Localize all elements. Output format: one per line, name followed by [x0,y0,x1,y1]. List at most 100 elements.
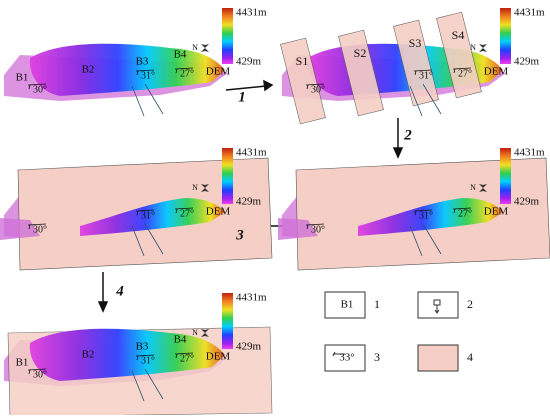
strip [280,37,326,125]
dem-label: DEM [484,206,509,218]
dip-symbol [413,69,433,76]
north-arrow [479,44,487,52]
block-label: B4 [174,49,187,61]
block-label: B3 [136,341,149,353]
dip-label: 30° [33,224,47,235]
strip [338,29,384,117]
faults [131,83,164,117]
step-number: 1 [238,89,246,105]
block-label: B2 [82,64,95,76]
faults [131,223,164,257]
north-label: N [192,328,198,337]
dip-label: 31° [141,210,155,221]
dem-label: DEM [206,206,231,218]
strip [436,11,482,99]
dip-label: 30° [33,84,47,95]
colorbar-min: 429m [514,196,540,208]
block-label: B2 [82,349,95,361]
colorbar [222,8,233,64]
dip-label: 30° [311,84,325,95]
terrain-front [0,218,40,240]
terrain [80,198,225,236]
terrain [29,43,225,96]
strip-label: S2 [354,46,367,60]
legend-label: 1 [374,297,380,311]
north-arrow [201,184,209,192]
dip-label: 30° [33,369,47,380]
dem-label: DEM [206,351,231,363]
dem-panel: 4431m 429m N DEM B1 B2 B3 B4 30° 31° 27° [4,7,267,117]
faults [409,83,442,117]
dip-symbol [135,69,155,76]
dip-symbol [135,354,155,361]
terrain-front [278,218,318,240]
colorbar [500,148,511,204]
terrain [358,198,503,236]
block-label: B1 [16,357,29,369]
dem-label: DEM [484,66,509,78]
step-number: 4 [115,283,124,299]
legend-label: 4 [467,350,473,364]
legend-label: 3 [374,350,380,364]
faults [409,223,442,257]
terrain [29,328,225,381]
colorbar-min: 429m [236,56,262,68]
colorbar [222,148,233,204]
north-label: N [470,183,476,192]
north-arrow [479,184,487,192]
block-label: B1 [16,72,29,84]
dem-panel: 4431m 429m N DEM 30° 31° 27° [0,147,273,271]
colorbar [222,293,233,349]
arrows [97,79,404,313]
dip-label: 31° [419,70,433,81]
north-arrow [201,329,209,337]
dip-label: 27° [180,68,194,79]
dip-symbol [27,368,47,375]
dip-symbol [174,67,194,74]
legend-symbol: 33° [339,352,354,364]
block-label: B3 [136,56,149,68]
colorbar-max: 4431m [236,147,267,159]
faults [131,368,164,402]
dip-symbol [27,83,47,90]
strip-label: S4 [452,28,465,42]
legend-symbol: B1 [341,299,354,311]
dip-label: 31° [419,210,433,221]
dip-symbol [174,207,194,214]
dip-label: 31° [141,355,155,366]
strip [393,19,439,107]
dip-label: 27° [458,68,472,79]
north-label: N [192,43,198,52]
dip-label: 30° [311,224,325,235]
colorbar-max: 4431m [514,7,545,19]
dip-symbol [135,209,155,216]
north-label: N [470,43,476,52]
dem-panel: 4431m 429m N DEM 30° 31° 27° [278,147,550,271]
legend-boxes [324,291,459,372]
dip-symbol [305,83,325,90]
colorbar-min: 429m [236,341,262,353]
dem-panel: 4431m 429m N DEM B1 B2 B3 B4 30° 31° 27° [4,292,273,418]
legend-label: 2 [467,297,473,311]
strip-label: S3 [409,36,422,50]
dip-label: 27° [180,353,194,364]
block-label: B4 [174,334,187,346]
dip-label: 27° [180,208,194,219]
dem-panel: S1 S2 S3 S4 4431m 429m N DEM 30° 31° 27° [280,7,545,125]
colorbar-min: 429m [236,196,262,208]
colorbar-max: 4431m [236,292,267,304]
dem-label: DEM [206,66,231,78]
dip-symbol [27,223,47,230]
dip-label: 31° [141,70,155,81]
dip-label: 27° [458,208,472,219]
dip-symbol [452,67,472,74]
dip-symbol [174,352,194,359]
north-label: N [192,183,198,192]
colorbar-max: 4431m [236,7,267,19]
dip-symbol [413,209,433,216]
step-number: 3 [235,227,244,243]
colorbar-min: 429m [514,56,540,68]
dip-symbol [452,207,472,214]
strip-label: S1 [296,54,309,68]
